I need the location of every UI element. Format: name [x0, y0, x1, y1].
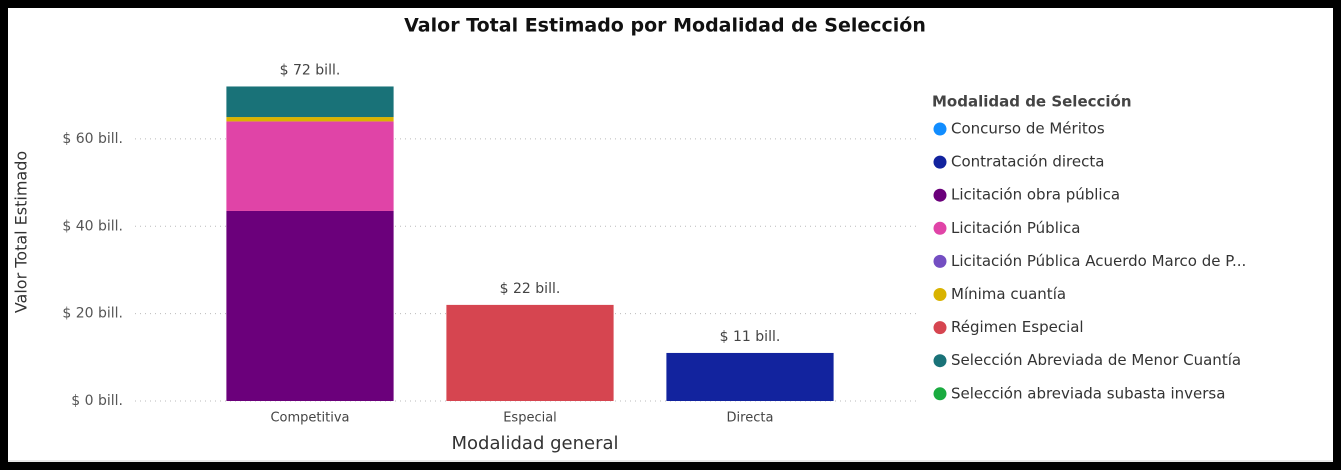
bar-segment — [446, 304, 614, 401]
x-tick-label: Competitiva — [270, 411, 349, 426]
legend-label: Concurso de Méritos — [951, 120, 1105, 138]
y-tick-label: $ 20 bill. — [62, 306, 123, 322]
legend-swatch — [933, 254, 947, 268]
legend-swatch — [933, 155, 947, 169]
bar-segment — [226, 210, 394, 401]
x-tick-label: Directa — [727, 411, 774, 426]
legend-label: Licitación Pública — [951, 219, 1080, 237]
legend-label: Mínima cuantía — [951, 285, 1066, 303]
y-tick-label: $ 0 bill. — [71, 393, 123, 409]
total-label: $ 22 bill. — [500, 281, 561, 297]
x-axis-title: Modalidad general — [451, 433, 618, 454]
legend-label: Licitación obra pública — [951, 186, 1120, 204]
legend-swatch — [933, 221, 947, 235]
legend-label: Selección Abreviada de Menor Cuantía — [951, 351, 1241, 369]
legend-title: Modalidad de Selección — [932, 93, 1132, 111]
chart-title: Valor Total Estimado por Modalidad de Se… — [404, 15, 926, 37]
bar-segment — [226, 86, 394, 118]
legend-label: Régimen Especial — [951, 318, 1084, 336]
total-label: $ 72 bill. — [280, 62, 341, 78]
y-tick-label: $ 60 bill. — [62, 131, 123, 147]
y-axis-title: Valor Total Estimado — [12, 151, 31, 313]
bar-segment — [666, 352, 834, 401]
y-tick-label: $ 40 bill. — [62, 218, 123, 234]
x-tick-label: Especial — [503, 411, 557, 426]
bar-segment — [226, 121, 394, 211]
legend-label: Selección abreviada subasta inversa — [951, 384, 1225, 402]
legend-label: Licitación Pública Acuerdo Marco de P... — [951, 252, 1246, 270]
legend-swatch — [933, 288, 947, 301]
legend-swatch — [933, 122, 947, 136]
legend-swatch — [933, 188, 947, 202]
total-label: $ 11 bill. — [720, 329, 781, 345]
legend-label: Contratación directa — [951, 153, 1104, 171]
legend-swatch — [933, 387, 947, 401]
legend-swatch — [933, 354, 947, 368]
legend-swatch — [933, 321, 947, 335]
bar-segment — [226, 117, 394, 122]
